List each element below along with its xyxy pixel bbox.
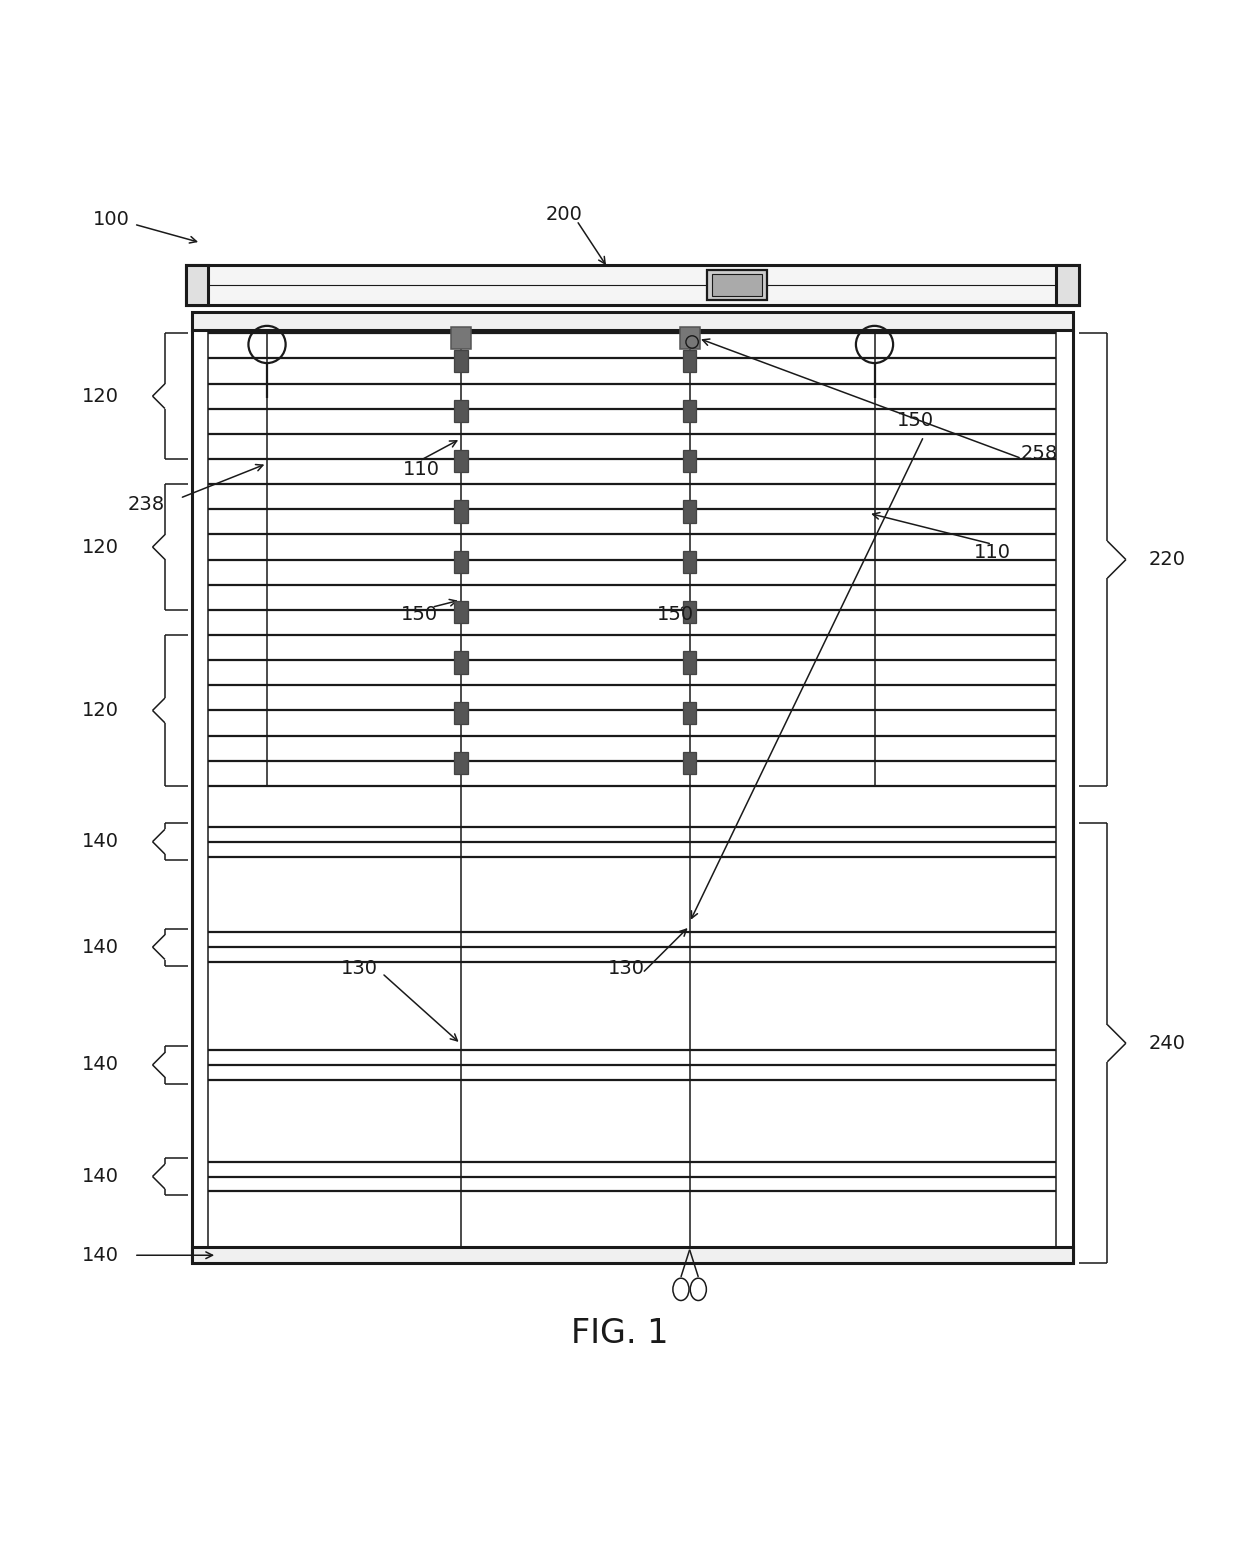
Bar <box>186 265 208 305</box>
Text: 110: 110 <box>403 459 440 480</box>
Bar <box>454 752 467 774</box>
Bar <box>683 600 697 623</box>
Bar <box>454 399 467 422</box>
Bar <box>680 326 699 350</box>
Text: 130: 130 <box>608 959 645 978</box>
Text: 240: 240 <box>1148 1033 1185 1052</box>
Bar <box>454 651 467 673</box>
Text: 130: 130 <box>341 959 378 978</box>
Text: 110: 110 <box>973 543 1011 562</box>
Text: FIG. 1: FIG. 1 <box>572 1318 668 1351</box>
Bar <box>683 651 697 673</box>
Text: 238: 238 <box>128 495 165 514</box>
Text: 140: 140 <box>82 832 119 851</box>
Bar <box>186 265 1079 305</box>
Text: 140: 140 <box>82 1055 119 1075</box>
Text: 220: 220 <box>1148 551 1185 569</box>
Text: 258: 258 <box>1021 444 1058 463</box>
Bar <box>192 1247 1073 1264</box>
Bar <box>192 312 1073 330</box>
Text: 120: 120 <box>82 701 119 719</box>
Text: 120: 120 <box>82 537 119 557</box>
Bar <box>683 701 697 724</box>
Text: 150: 150 <box>401 605 438 625</box>
Text: 140: 140 <box>82 1166 119 1187</box>
Bar <box>683 752 697 774</box>
Bar <box>454 551 467 572</box>
Text: 100: 100 <box>93 210 130 229</box>
Bar <box>454 350 467 371</box>
Bar <box>707 271 766 300</box>
Bar <box>454 450 467 472</box>
Bar <box>712 274 761 297</box>
Bar <box>683 551 697 572</box>
Text: 150: 150 <box>657 605 694 625</box>
Bar <box>683 399 697 422</box>
Text: 140: 140 <box>82 937 119 956</box>
Bar <box>683 350 697 371</box>
Bar <box>454 500 467 523</box>
Bar <box>683 450 697 472</box>
Bar <box>454 701 467 724</box>
Text: 140: 140 <box>82 1245 119 1265</box>
Bar <box>1056 265 1079 305</box>
Bar <box>454 600 467 623</box>
Text: 150: 150 <box>897 410 934 430</box>
Text: 200: 200 <box>546 204 583 224</box>
Bar <box>451 326 471 350</box>
Text: 120: 120 <box>82 387 119 405</box>
Bar <box>683 500 697 523</box>
